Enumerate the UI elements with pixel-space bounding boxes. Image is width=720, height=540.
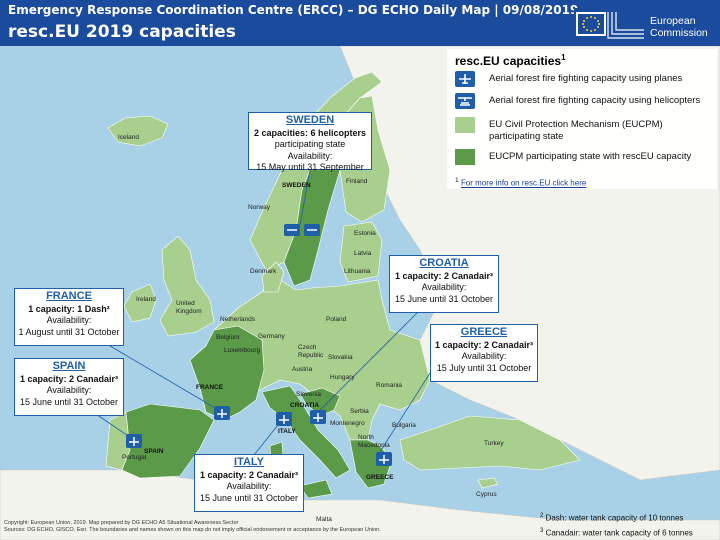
ec-word-2: Commission [650, 27, 708, 39]
label-slovenia: Slovenia [296, 391, 321, 398]
label-netherlands: Netherlands [220, 316, 256, 323]
light-green-swatch [455, 117, 475, 133]
box-capacity: 1 capacity: 2 Canadair³ [394, 270, 494, 281]
note-canadair: 3 Canadair: water tank capacity of 6 ton… [540, 527, 693, 538]
box-title: SWEDEN [285, 114, 335, 126]
header-title: Emergency Response Coordination Centre (… [8, 3, 579, 17]
label-denmark: Denmark [250, 268, 277, 275]
label-portugal: Portugal [122, 454, 147, 461]
box-france: FRANCE 1 capacity: 1 Dash² Availability:… [14, 288, 124, 346]
box-capacity: 1 capacity: 2 Canadair³ [19, 373, 119, 384]
label-luxembourg: Luxembourg [224, 347, 261, 354]
label-malta: Malta [316, 516, 332, 523]
ec-word-1: European [650, 15, 696, 27]
box-title: GREECE [460, 326, 508, 338]
plane-icon [126, 406, 392, 466]
box-italy: ITALY 1 capacity: 2 Canadair³ Availabili… [194, 454, 304, 512]
legend-title: resc.EU capacities1 [455, 53, 566, 68]
european-commission-wordmark: European Commission [650, 15, 708, 39]
label-latvia: Latvia [354, 250, 372, 257]
box-capacity: 2 capacities: 6 helicopters [253, 127, 367, 138]
copyright: Copyright: European Union, 2019. Map pre… [4, 520, 381, 533]
helicopter-icon [455, 93, 475, 109]
label-ireland: Ireland [136, 296, 156, 303]
legend-text: EU Civil Protection Mechanism (EUCPM) pa… [489, 119, 663, 142]
helicopter-icon [284, 224, 320, 236]
box-title: FRANCE [46, 290, 92, 302]
legend-footnote: 1 For more info on resc.EU click here [455, 177, 587, 188]
label-romania: Romania [376, 382, 403, 389]
label-finland: Finland [346, 178, 368, 185]
label-estonia: Estonia [354, 230, 376, 237]
label-norway: Norway [248, 204, 271, 211]
label-montenegro: Montenegro [330, 420, 365, 427]
label-serbia: Serbia [350, 408, 369, 415]
footnotes: 2 Dash: water tank capacity of 10 tonnes… [540, 510, 693, 539]
map-header: Emergency Response Coordination Centre (… [0, 0, 720, 46]
legend-text: EUCPM participating state with rescEU ca… [489, 151, 692, 162]
box-title: CROATIA [419, 257, 469, 269]
label-austria: Austria [292, 366, 313, 373]
box-greece: GREECE 1 capacity: 2 Canadair³ Availabil… [430, 324, 538, 382]
label-united-kingdom: United Kingdom [176, 300, 202, 315]
box-sweden: SWEDEN 2 capacities: 6 helicopters parti… [248, 112, 372, 172]
legend-text: Aerial forest fire fighting capacity usi… [489, 95, 701, 106]
label-spain: SPAIN [144, 448, 164, 455]
plane-icon [455, 71, 475, 87]
label-germany: Germany [258, 333, 285, 340]
legend-text: Aerial forest fire fighting capacity usi… [489, 73, 683, 84]
label-slovakia: Slovakia [328, 354, 353, 361]
map-title: resc.EU 2019 capacities [8, 22, 236, 42]
label-italy: ITALY [278, 428, 296, 435]
label-greece: GREECE [366, 474, 394, 481]
box-capacity: 1 capacity: 2 Canadair³ [434, 339, 534, 350]
label-lithuania: Lithuania [344, 268, 371, 275]
label-sweden: SWEDEN [282, 182, 311, 189]
label-bulgaria: Bulgaria [392, 422, 416, 429]
box-capacity: 1 capacity: 1 Dash² [28, 303, 110, 314]
more-info-link[interactable]: For more info on resc.EU click here [460, 178, 587, 188]
label-croatia: CROATIA [290, 402, 320, 409]
european-commission-logo [574, 8, 714, 44]
dark-green-swatch [455, 149, 475, 165]
box-title: SPAIN [52, 360, 86, 372]
note-dash: 2 Dash: water tank capacity of 10 tonnes [540, 513, 684, 523]
label-cyprus: Cyprus [476, 491, 497, 498]
label-hungary: Hungary [330, 374, 355, 381]
label-belgium: Belgium [216, 334, 240, 341]
label-poland: Poland [326, 316, 347, 323]
label-czech-republic: Czech Republic [298, 344, 324, 359]
legend: resc.EU capacities1 Aerial forest fire f… [447, 49, 717, 189]
label-iceland: Iceland [118, 134, 139, 141]
label-north-macedonia: North Macedonia [358, 434, 390, 449]
label-turkey: Turkey [484, 440, 504, 447]
box-title: ITALY [234, 456, 264, 468]
box-spain: SPAIN 1 capacity: 2 Canadair³ Availabili… [14, 358, 124, 416]
box-croatia: CROATIA 1 capacity: 2 Canadair³ Availabi… [389, 255, 499, 313]
box-capacity: 1 capacity: 2 Canadair³ [199, 469, 299, 480]
label-france: FRANCE [196, 384, 224, 391]
